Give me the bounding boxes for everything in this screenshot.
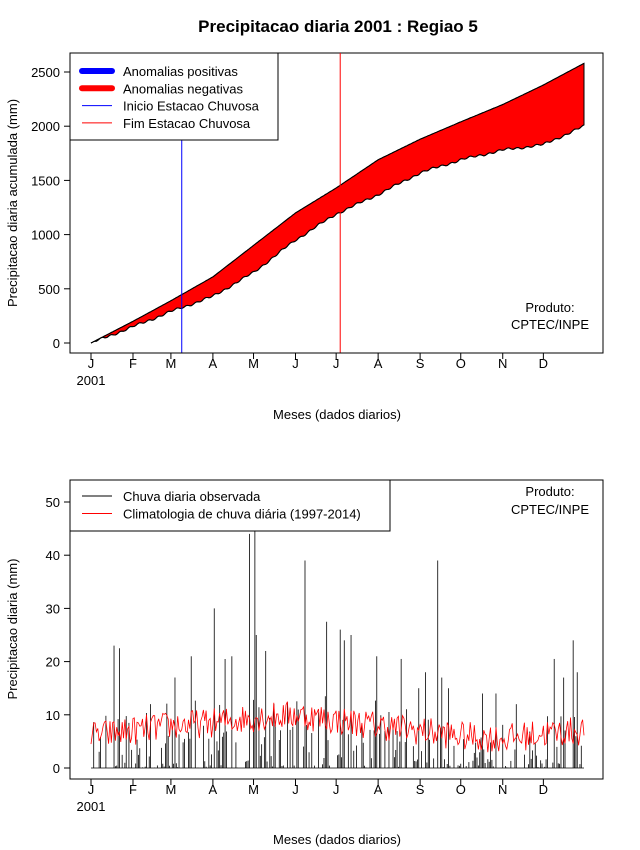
observed-line bbox=[90, 124, 585, 344]
x-tick-label: D bbox=[539, 356, 548, 371]
legend-climatology-label: Climatologia de chuva diária (1997-2014) bbox=[123, 507, 361, 522]
x-tick-label: S bbox=[416, 356, 425, 371]
y-tick-label: 1500 bbox=[31, 173, 60, 188]
x-tick-label: A bbox=[209, 356, 218, 371]
y-tick-label: 20 bbox=[46, 655, 60, 670]
year-label: 2001 bbox=[77, 799, 106, 814]
y-tick-label: 10 bbox=[46, 708, 60, 723]
x-tick-label: M bbox=[165, 356, 176, 371]
x-axis-label: Meses (dados diarios) bbox=[273, 832, 401, 847]
x-tick-label: J bbox=[88, 356, 95, 371]
y-tick-label: 30 bbox=[46, 601, 60, 616]
x-tick-label: M bbox=[165, 782, 176, 797]
x-tick-label: F bbox=[129, 356, 137, 371]
y-tick-label: 500 bbox=[38, 282, 60, 297]
legend: Chuva diaria observada Climatologia de ch… bbox=[69, 479, 391, 532]
x-tick-label: A bbox=[374, 356, 383, 371]
x-tick-label: D bbox=[539, 782, 548, 797]
y-tick-label: 0 bbox=[53, 761, 60, 776]
y-tick-label: 2500 bbox=[31, 65, 60, 80]
x-tick-label: J bbox=[333, 356, 340, 371]
product-label: Produto: bbox=[525, 300, 574, 315]
climatology-line bbox=[90, 62, 585, 344]
x-tick-label: A bbox=[209, 782, 218, 797]
product-source: CPTEC/INPE bbox=[511, 317, 589, 332]
y-tick-label: 0 bbox=[53, 336, 60, 351]
legend-box bbox=[69, 52, 279, 141]
legend-anomaly-positive-label: Anomalias positivas bbox=[123, 64, 238, 79]
x-axis-label: Meses (dados diarios) bbox=[273, 407, 401, 422]
legend-observed-label: Chuva diaria observada bbox=[123, 489, 261, 504]
y-axis-label: Precipitacao diaria acumulada (mm) bbox=[5, 99, 20, 307]
legend-end-season-label: Fim Estacao Chuvosa bbox=[123, 116, 251, 131]
x-tick-label: O bbox=[456, 356, 466, 371]
legend: Anomalias positivas Anomalias negativas In… bbox=[69, 52, 279, 141]
daily-chart: 0 10 20 30 40 50 Precipitacao diaria (mm) J F M A M… bbox=[5, 479, 604, 847]
x-tick-label: J bbox=[292, 356, 299, 371]
y-tick-label: 2000 bbox=[31, 119, 60, 134]
x-tick-label: S bbox=[416, 782, 425, 797]
x-tick-label: J bbox=[88, 782, 95, 797]
y-axis-label: Precipitacao diaria (mm) bbox=[5, 559, 20, 700]
y-tick-label: 40 bbox=[46, 548, 60, 563]
x-tick-label: F bbox=[129, 782, 137, 797]
x-tick-label: M bbox=[248, 356, 259, 371]
x-tick-label: A bbox=[374, 782, 383, 797]
product-source: CPTEC/INPE bbox=[511, 502, 589, 517]
x-tick-label: N bbox=[498, 356, 507, 371]
observed-rain-bars bbox=[93, 528, 582, 768]
legend-anomaly-negative-label: Anomalias negativas bbox=[123, 81, 243, 96]
x-tick-label: M bbox=[248, 782, 259, 797]
year-label: 2001 bbox=[77, 373, 106, 388]
x-tick-label: J bbox=[333, 782, 340, 797]
y-tick-label: 1000 bbox=[31, 228, 60, 243]
legend-start-season-label: Inicio Estacao Chuvosa bbox=[123, 99, 260, 114]
climatology-line bbox=[90, 701, 585, 753]
y-tick-label: 50 bbox=[46, 495, 60, 510]
product-label: Produto: bbox=[525, 484, 574, 499]
cumulative-chart: 0 500 1000 1500 2000 2500 Precipitacao diaria … bbox=[5, 52, 604, 422]
x-tick-label: O bbox=[456, 782, 466, 797]
legend-box bbox=[69, 479, 391, 532]
x-tick-label: N bbox=[498, 782, 507, 797]
chart-title: Precipitacao diaria 2001 : Regiao 5 bbox=[198, 17, 478, 36]
x-tick-label: J bbox=[292, 782, 299, 797]
